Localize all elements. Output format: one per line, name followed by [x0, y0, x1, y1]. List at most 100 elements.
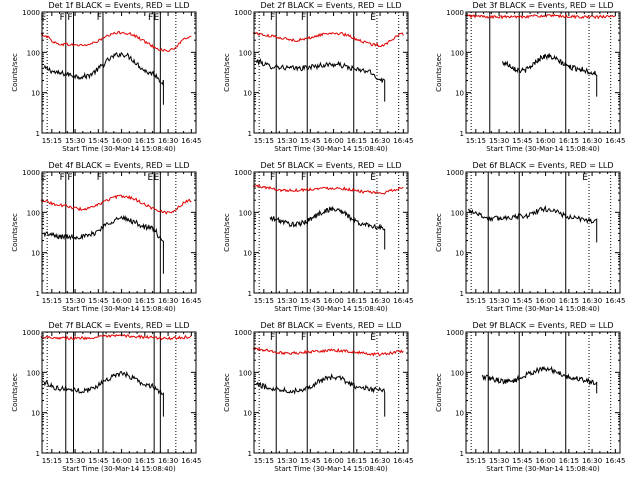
x-tick-label: 16:15 — [559, 297, 579, 305]
x-tick-label: 15:30 — [277, 457, 297, 465]
x-tick-label: 15:30 — [65, 137, 85, 145]
y-tick-label: 1 — [248, 130, 252, 138]
marker-label: E — [370, 13, 376, 23]
y-tick-label: 1000 — [234, 9, 252, 17]
y-tick-label: 100 — [451, 209, 464, 217]
panel-title: Det 6f BLACK = Events, RED = LLD — [472, 161, 613, 170]
x-axis-label: Start Time (30-Mar-14 15:08:40) — [62, 465, 176, 473]
y-axis-label: Counts/sec — [435, 53, 443, 92]
x-tick-label: 15:15 — [254, 137, 274, 145]
panel-7: Det 7f BLACK = Events, RED = LLD 1 10 100 10… — [11, 321, 201, 473]
plot-frame — [465, 11, 621, 134]
plot-frame — [465, 171, 621, 294]
x-tick-label: 16:30 — [370, 457, 390, 465]
y-tick-label: 1 — [248, 290, 252, 298]
events-trace — [467, 204, 598, 243]
y-tick-label: 100 — [239, 209, 252, 217]
panel-title: Det 9f BLACK = Events, RED = LLD — [472, 321, 613, 330]
y-tick-label: 1000 — [22, 329, 40, 337]
marker-label: F — [301, 173, 306, 183]
y-tick-label: 100 — [239, 369, 252, 377]
x-tick-label: 16:45 — [393, 137, 413, 145]
y-tick-label: 1000 — [22, 169, 40, 177]
y-axis-label: Counts/sec — [223, 213, 231, 252]
panel-title: Det 4f BLACK = Events, RED = LLD — [48, 161, 189, 170]
x-tick-label: 16:45 — [605, 457, 625, 465]
x-tick-label: 16:00 — [323, 137, 343, 145]
marker-label: E — [370, 333, 376, 343]
x-tick-label: 16:00 — [535, 137, 555, 145]
lld-trace — [40, 333, 192, 341]
marker-label: F — [67, 173, 72, 183]
y-tick-label: 1 — [248, 450, 252, 458]
x-tick-label: 16:00 — [111, 137, 131, 145]
events-trace — [43, 370, 164, 417]
x-tick-label: 16:00 — [323, 297, 343, 305]
plot-frame — [41, 331, 197, 454]
y-tick-label: 1 — [460, 130, 464, 138]
lld-trace — [40, 30, 192, 53]
x-tick-label: 15:15 — [466, 297, 486, 305]
events-trace — [502, 52, 598, 97]
x-tick-label: 15:15 — [466, 457, 486, 465]
x-tick-label: 16:15 — [347, 137, 367, 145]
y-axis-label: Counts/sec — [223, 373, 231, 412]
panel-8: Det 8f BLACK = Events, RED = LLD F F E 1 10 10… — [223, 321, 413, 473]
y-tick-label: 1000 — [446, 169, 464, 177]
x-tick-label: 15:30 — [489, 137, 509, 145]
y-axis-label: Counts/sec — [11, 373, 19, 412]
x-tick-label: 15:15 — [42, 137, 62, 145]
marker-label: F — [270, 333, 275, 343]
panel-2: Det 2f BLACK = Events, RED = LLD F F E 1 10 10… — [223, 1, 413, 153]
y-tick-label: 1 — [36, 130, 40, 138]
x-tick-label: 16:00 — [535, 457, 555, 465]
x-tick-label: 15:30 — [277, 297, 297, 305]
panel-title: Det 2f BLACK = Events, RED = LLD — [260, 1, 401, 10]
x-tick-label: 15:30 — [65, 457, 85, 465]
events-trace — [43, 214, 164, 274]
x-tick-label: 16:30 — [158, 137, 178, 145]
x-tick-label: 16:00 — [111, 457, 131, 465]
x-tick-label: 16:30 — [158, 457, 178, 465]
marker-label: F — [97, 13, 102, 23]
x-tick-label: 15:15 — [42, 457, 62, 465]
x-tick-label: 16:45 — [181, 457, 201, 465]
x-axis-label: Start Time (30-Mar-14 15:08:40) — [486, 465, 600, 473]
x-tick-label: 16:15 — [135, 457, 155, 465]
x-tick-label: 15:30 — [65, 297, 85, 305]
x-tick-label: 15:45 — [300, 457, 320, 465]
y-axis-label: Counts/sec — [11, 213, 19, 252]
y-tick-label: 1000 — [446, 329, 464, 337]
panel-9: Det 9f BLACK = Events, RED = LLD 1 10 100 10… — [435, 321, 625, 473]
x-tick-label: 16:45 — [605, 297, 625, 305]
x-tick-label: 16:00 — [535, 297, 555, 305]
x-tick-label: 16:45 — [393, 297, 413, 305]
marker-label: E — [370, 173, 376, 183]
x-tick-label: 15:45 — [88, 457, 108, 465]
y-tick-label: 1000 — [446, 9, 464, 17]
events-trace — [255, 57, 386, 102]
x-tick-label: 15:15 — [254, 297, 274, 305]
plot-frame — [41, 171, 197, 294]
panel-title: Det 8f BLACK = Events, RED = LLD — [260, 321, 401, 330]
y-axis-label: Counts/sec — [435, 213, 443, 252]
y-tick-label: 100 — [239, 49, 252, 57]
panel-6: Det 6f BLACK = Events, RED = LLD E 1 10 100 1… — [435, 161, 625, 313]
y-axis-label: Counts/sec — [11, 53, 19, 92]
x-tick-label: 15:15 — [466, 137, 486, 145]
x-axis-label: Start Time (30-Mar-14 15:08:40) — [274, 465, 388, 473]
x-tick-label: 16:45 — [181, 297, 201, 305]
panel-title: Det 1f BLACK = Events, RED = LLD — [48, 1, 189, 10]
x-axis-label: Start Time (30-Mar-14 15:08:40) — [486, 305, 600, 313]
x-tick-label: 15:45 — [512, 457, 532, 465]
x-tick-label: 16:15 — [135, 137, 155, 145]
x-tick-label: 16:00 — [323, 457, 343, 465]
x-tick-label: 16:30 — [158, 297, 178, 305]
panel-title: Det 3f BLACK = Events, RED = LLD — [472, 1, 613, 10]
y-tick-label: 1000 — [234, 169, 252, 177]
x-tick-label: 15:15 — [254, 457, 274, 465]
x-tick-label: 16:30 — [582, 137, 602, 145]
x-tick-label: 15:45 — [88, 297, 108, 305]
lld-trace — [252, 347, 404, 357]
lld-trace — [40, 194, 192, 215]
